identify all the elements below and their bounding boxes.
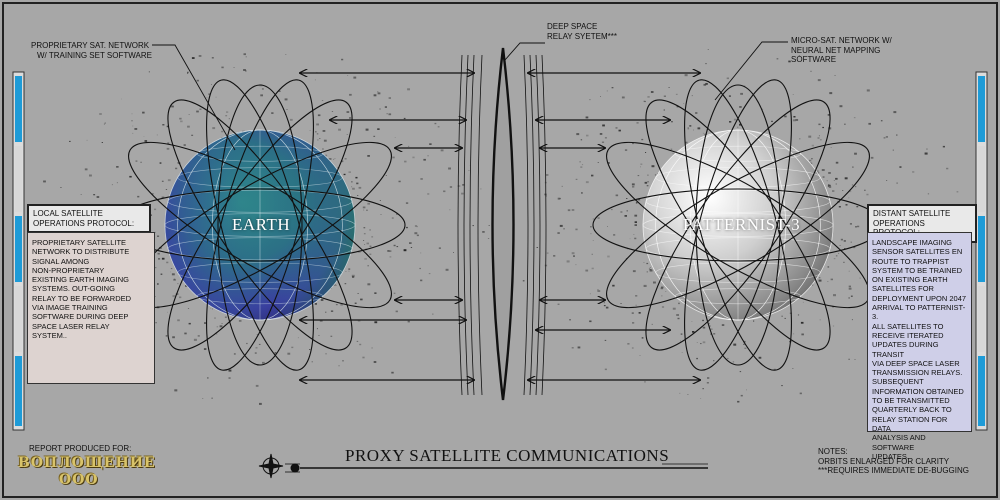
panel-body-line: SPACE LASER RELAY [32,321,110,331]
panel-body-line: UPDATES. [872,451,909,461]
callout-proprietary-network: PROPRIETARY SAT. NETWORK W/ TRAINING SET… [31,41,152,60]
panel-body-line: UPDATES DURING TRANSIT [872,340,939,359]
panel-body-line: RELAY TO BE FORWARDED [32,293,132,303]
callout-line: SOFTWARE [791,55,837,64]
orbit-path [684,79,792,371]
orbit-path [167,99,353,351]
compass-rose-icon [258,453,284,479]
panel-body-line: SYSTEM TO BE TRAINED [872,265,963,275]
panel-body-line: SUBSEQUENT [872,377,924,387]
leader-lines [152,41,788,151]
panel-body-line: SENSOR SATELLITES EN [872,247,963,257]
callout-line: W/ TRAINING SET SOFTWARE [37,50,152,60]
orbit-path [206,79,314,371]
callout-micro-network: MICRO-SAT. NETWORK W/ NEURAL NET MAPPING… [791,36,892,65]
panel-body-line: QUARTERLY BACK TO [872,405,952,415]
panel-body-line: DEPLOYMENT UPON 2047 [872,293,967,303]
earth-globe [164,129,356,321]
panel-body-line: ALL SATELLITES TO [872,321,944,331]
brand-logo-suffix: ООО [59,472,99,488]
orbit-path [645,99,831,351]
orbit-path [645,99,831,351]
orbit-path [606,141,870,309]
orbit-path [167,99,353,351]
panel-body-line: SATELLITES FOR [872,284,934,294]
diagram-title: PROXY SATELLITE COMMUNICATIONS [345,446,670,465]
local-panel-title: LOCAL SATELLITE OPERATIONS PROTOCOL: [27,204,151,233]
callout-line: MICRO-SAT. NETWORK W/ [791,36,892,45]
notes-line: ***REQUIRES IMMEDIATE DE-BUGGING [818,466,969,475]
brand-logo: ВОПЛОЩЕНИЕ [18,455,156,471]
panel-body-line: TRANSMISSION RELAYS. [872,368,963,378]
panel-body-line: NETWORK TO DISTRIBUTE [32,247,130,257]
panel-body-line: ANALYSIS AND SOFTWARE [872,433,926,452]
panel-body-line: VIA DEEP SPACE LASER [872,358,960,368]
panel-body-line: SOFTWARE DURING DEEP [32,312,129,322]
callout-line: PROPRIETARY SAT. NETWORK [31,41,150,50]
callout-relay-system: DEEP SPACE RELAY SYETEM*** [547,22,617,41]
left-side-bar [12,71,25,431]
panel-body-line: ARRIVAL TO PATTERNIST-3. [872,303,966,322]
panel-body-line: RECEIVE ITERATED [872,330,944,340]
panel-body-line: INFORMATION OBTAINED [872,386,964,396]
panel-body-line: LANDSCAPE IMAGING [872,238,953,247]
panel-title-line: DISTANT SATELLITE [873,209,951,218]
orbit-path [206,79,314,371]
notes-line: NOTES: [818,447,848,456]
report-label: REPORT PRODUCED FOR: [29,444,132,453]
panel-body-line: SIGNAL AMONG [32,256,90,266]
callout-line: DEEP SPACE [547,22,598,31]
panel-body-line: ON EXISTING EARTH [872,275,948,285]
orbit-path [217,84,303,366]
panel-body-line: RELAY STATION FOR DATA [872,414,948,433]
relay-system [457,47,547,401]
callout-line: NEURAL NET MAPPING [791,45,881,55]
relay-arrows [300,73,700,380]
panel-title-line: LOCAL SATELLITE [33,209,103,218]
panel-body-line: ROUTE TO TRAPPIST [872,256,950,266]
earth-label: EARTH [232,215,291,234]
panel-body-line: TO BE TRANSMITTED [872,396,950,406]
local-panel-body: PROPRIETARY SATELLITE NETWORK TO DISTRIBU… [27,232,155,384]
panel-body-line: SYSTEM.. [32,330,68,340]
orbit-path [695,84,781,366]
footer-rule [285,463,708,473]
right-side-bar [975,71,988,431]
panel-body-line: NON-PROPRIETARY [32,265,105,275]
distant-panel-body: LANDSCAPE IMAGING SENSOR SATELLITES EN ROU… [867,232,972,461]
panel-body-line: SYSTEMS. OUT-GOING [32,284,115,294]
patternist-label: PATTERNIST-3 [683,215,801,234]
notes-block: NOTES: ORBITS ENLARGED FOR CLARITY ***RE… [818,447,969,476]
patternist-globe [642,129,834,321]
panel-body-line: EXISTING EARTH IMAGING [32,275,129,285]
panel-title-line: OPERATIONS PROTOCOL: [33,218,135,228]
panel-body-line: VIA IMAGE TRAINING [32,303,108,313]
callout-line: RELAY SYETEM*** [547,31,617,41]
orbit-path [684,79,792,371]
notes-line: ORBITS ENLARGED FOR CLARITY [818,456,950,466]
orbit-path [128,141,392,309]
panel-body-line: PROPRIETARY SATELLITE [32,238,127,247]
